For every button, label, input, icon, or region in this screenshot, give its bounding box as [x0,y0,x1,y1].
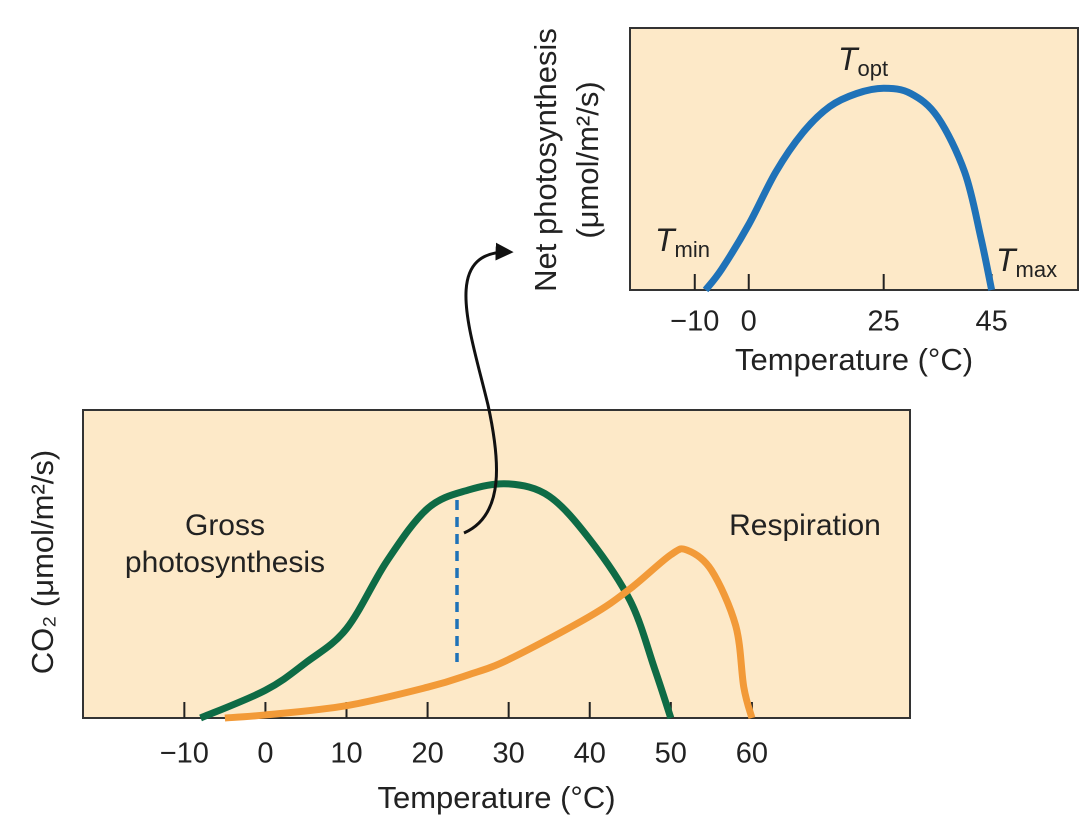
x-tick-label: 0 [257,738,273,770]
x-tick-label: 25 [868,306,900,338]
y-axis-label: Net photosynthesis [528,28,563,292]
series-label-box: Respiration [729,509,881,542]
series-label: Gross photosynthesis [124,509,326,579]
x-tick-label: 0 [741,306,757,338]
x-tick-label: 60 [736,738,768,770]
x-axis-label: Temperature (°C) [735,342,973,377]
series-line [224,545,756,722]
y-axis-label: (μmol/m²/s) [570,81,605,238]
x-tick-label: 30 [493,738,525,770]
annotation: Tmax [996,242,1057,281]
annotation: Topt [838,41,888,80]
y-axis-label: CO₂ (μmol/m²/s) [25,450,60,674]
x-tick-label: 45 [976,306,1008,338]
series-label: Respiration [729,509,881,542]
zoom-arrow [463,242,514,535]
series-line [199,480,675,722]
x-tick-label: −10 [160,738,209,770]
x-tick-label: −10 [670,306,719,338]
x-tick-label: 20 [411,738,443,770]
series-label-box: Gross photosynthesis [124,509,326,579]
x-tick-label: 50 [655,738,687,770]
series-line [702,84,996,293]
x-tick-label: 10 [330,738,362,770]
x-tick-label: 40 [574,738,606,770]
annotation: Tmin [655,222,710,261]
plot-area [629,27,1079,291]
x-axis-label: Temperature (°C) [377,780,615,815]
